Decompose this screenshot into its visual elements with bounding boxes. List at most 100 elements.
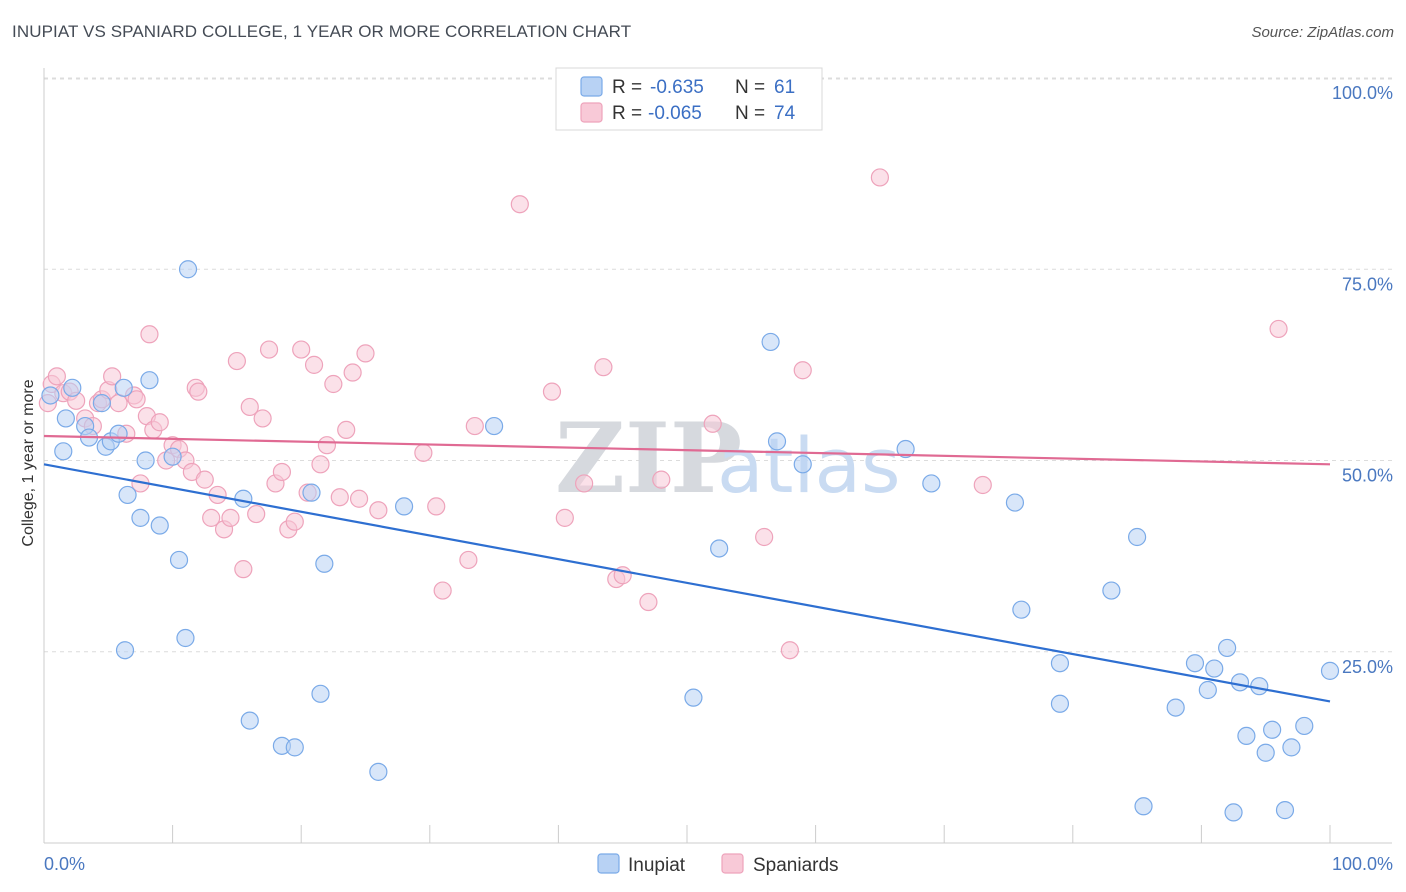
y-axis-label: College, 1 year or more [20,379,37,546]
chart-title: INUPIAT VS SPANIARD COLLEGE, 1 YEAR OR M… [12,22,632,41]
inupiat-point [1263,720,1282,739]
spaniards-point [272,462,292,482]
inupiat-point [1320,661,1340,680]
inupiat-point [115,641,135,660]
bottom-legend-spaniards-swatch [721,853,744,874]
spaniards-point [195,470,214,489]
spaniards-point [973,475,992,495]
spaniards-point [349,489,369,508]
spaniards-point [703,414,722,433]
inupiat-point [1134,797,1153,816]
inupiat-point [1185,654,1205,673]
inupiat-point [240,711,259,730]
spaniards-point [510,195,529,214]
inupiat-point [1230,673,1250,692]
inupiat-point [761,332,780,352]
inupiat-point [176,628,195,648]
y-tick-label: 50.0% [1342,466,1393,486]
inupiat-point [369,762,388,781]
spaniards-point [317,436,337,455]
inupiat-point [1050,694,1070,713]
inupiat-points [41,260,1340,822]
spaniards-trend-line [43,434,1331,466]
y-tick-label: 25.0% [1342,657,1393,677]
legend-inupiat-swatch [580,76,603,97]
inupiat-point [767,432,787,451]
legend-n-label: N = [735,103,765,124]
inupiat-point [131,508,150,527]
inupiat-point [41,386,60,405]
inupiat-point [311,684,330,703]
inupiat-point [1127,527,1147,547]
inupiat-point [140,371,159,390]
inupiat-point [1198,680,1217,700]
inupiat-point [1237,726,1256,746]
spaniards-point [127,390,146,409]
spaniards-point [103,367,122,386]
inupiat-point [1295,716,1314,736]
spaniards-points [38,168,1288,660]
spaniards-point [780,641,799,660]
spaniards-point [870,168,890,187]
legend-inupiat-r: -0.635 [650,77,704,98]
spaniards-point [240,397,259,417]
bottom-legend: Inupiat Spaniards [597,853,839,876]
spaniards-point [414,443,433,462]
top-legend: R = -0.635 N = 61 R = -0.065 N = 74 [555,67,823,131]
bottom-legend-inupiat-swatch [597,853,620,874]
spaniards-point [140,325,159,344]
inupiat-point [114,378,133,397]
source-credit: Source: ZipAtlas.com [1251,24,1394,41]
axes [43,68,1392,844]
spaniards-point [292,340,311,359]
trend-lines [43,434,1331,703]
spaniards-point [639,592,658,612]
inupiat-point [1012,600,1031,619]
spaniards-point [542,382,562,401]
spaniards-point [337,420,356,439]
spaniards-point [202,508,221,527]
inupiat-point [1102,581,1121,600]
legend-r-label: R = [612,103,642,124]
inupiat-point [710,539,729,558]
y-tick-labels: 100.0% 75.0% 50.0% 25.0% [1332,83,1393,677]
inupiat-point [1218,638,1237,658]
inupiat-point [109,424,128,443]
y-tick-label: 75.0% [1342,274,1393,294]
inupiat-point [136,451,155,470]
inupiat-point [1050,654,1070,673]
bottom-legend-inupiat-label: Inupiat [628,855,686,876]
bottom-legend-spaniards-label: Spaniards [753,855,839,876]
inupiat-point [56,409,75,428]
spaniards-point [304,355,324,374]
inupiat-point [896,439,915,459]
spaniards-point [189,382,208,401]
spaniards-point [465,416,484,436]
legend-spaniards-r: -0.065 [648,103,702,124]
inupiat-point [485,416,504,436]
spaniards-point [150,413,169,432]
inupiat-point [63,378,82,397]
inupiat-trend-line [43,463,1331,703]
spaniards-point [227,351,246,371]
spaniards-point [555,508,574,527]
inupiat-point [285,738,304,757]
legend-inupiat-n: 61 [774,77,795,98]
y-tick-label: 100.0% [1332,83,1393,103]
inupiat-point [1256,743,1275,762]
legend-n-label: N = [735,77,765,98]
inupiat-point [793,455,812,474]
spaniards-point [285,512,304,531]
inupiat-point [150,516,169,535]
inupiat-point [163,447,182,466]
inupiat-point [315,554,334,573]
inupiat-point [684,688,703,707]
inupiat-point [1250,677,1269,696]
legend-spaniards-n: 74 [774,103,796,124]
x-tick-label-right: 100.0% [1332,854,1393,874]
inupiat-point [1005,493,1025,512]
watermark: ZIP atlas [555,402,901,515]
inupiat-point [922,474,941,493]
inupiat-point [169,550,189,570]
spaniards-point [755,527,774,547]
